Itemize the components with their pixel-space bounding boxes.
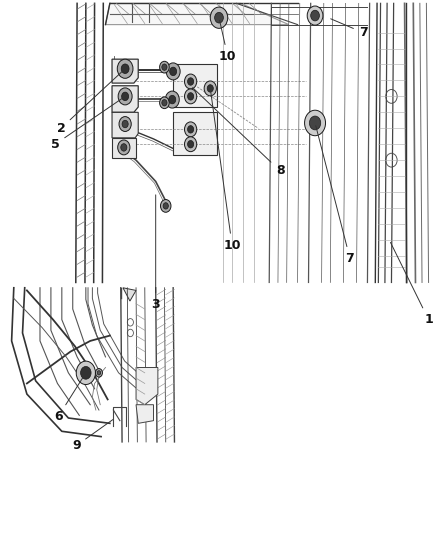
Polygon shape bbox=[136, 368, 158, 405]
Polygon shape bbox=[106, 3, 289, 25]
Circle shape bbox=[187, 141, 194, 148]
Circle shape bbox=[187, 78, 194, 85]
Circle shape bbox=[169, 95, 176, 104]
Circle shape bbox=[81, 367, 91, 379]
Circle shape bbox=[307, 6, 323, 25]
Polygon shape bbox=[123, 288, 136, 301]
Circle shape bbox=[184, 74, 197, 89]
Circle shape bbox=[95, 368, 102, 377]
Circle shape bbox=[76, 361, 95, 384]
Circle shape bbox=[117, 59, 133, 78]
Circle shape bbox=[160, 199, 171, 212]
Circle shape bbox=[204, 81, 216, 96]
Circle shape bbox=[159, 61, 169, 73]
Circle shape bbox=[118, 140, 130, 155]
Circle shape bbox=[162, 64, 167, 70]
Circle shape bbox=[97, 370, 101, 375]
Circle shape bbox=[210, 7, 228, 28]
Circle shape bbox=[119, 117, 131, 132]
Circle shape bbox=[122, 92, 129, 101]
Polygon shape bbox=[112, 86, 138, 112]
Circle shape bbox=[122, 120, 128, 128]
Text: 7: 7 bbox=[331, 19, 367, 39]
Text: 5: 5 bbox=[51, 98, 123, 151]
Text: 7: 7 bbox=[316, 126, 354, 265]
Circle shape bbox=[162, 100, 167, 106]
FancyBboxPatch shape bbox=[173, 64, 217, 107]
Circle shape bbox=[187, 93, 194, 100]
Circle shape bbox=[184, 137, 197, 152]
Polygon shape bbox=[136, 405, 153, 423]
Text: 9: 9 bbox=[72, 419, 113, 452]
Circle shape bbox=[187, 126, 194, 133]
Polygon shape bbox=[112, 138, 136, 158]
Text: 2: 2 bbox=[57, 71, 123, 135]
Text: 3: 3 bbox=[152, 195, 160, 311]
Text: 1: 1 bbox=[391, 243, 433, 326]
Text: 6: 6 bbox=[54, 375, 85, 423]
Circle shape bbox=[118, 88, 132, 105]
Text: 8: 8 bbox=[193, 87, 284, 177]
Circle shape bbox=[170, 67, 177, 76]
Circle shape bbox=[215, 12, 223, 23]
Circle shape bbox=[184, 89, 197, 104]
Circle shape bbox=[121, 144, 127, 151]
Circle shape bbox=[159, 97, 169, 109]
Text: 10: 10 bbox=[211, 91, 241, 252]
Text: 10: 10 bbox=[219, 20, 237, 63]
Circle shape bbox=[166, 63, 180, 80]
Circle shape bbox=[121, 64, 129, 74]
Circle shape bbox=[184, 122, 197, 137]
Circle shape bbox=[304, 110, 325, 136]
Polygon shape bbox=[112, 59, 138, 83]
Circle shape bbox=[165, 91, 179, 108]
Circle shape bbox=[207, 85, 213, 92]
Polygon shape bbox=[112, 112, 138, 138]
FancyBboxPatch shape bbox=[173, 112, 217, 155]
Circle shape bbox=[311, 10, 319, 21]
Circle shape bbox=[309, 116, 321, 130]
Circle shape bbox=[163, 203, 168, 209]
